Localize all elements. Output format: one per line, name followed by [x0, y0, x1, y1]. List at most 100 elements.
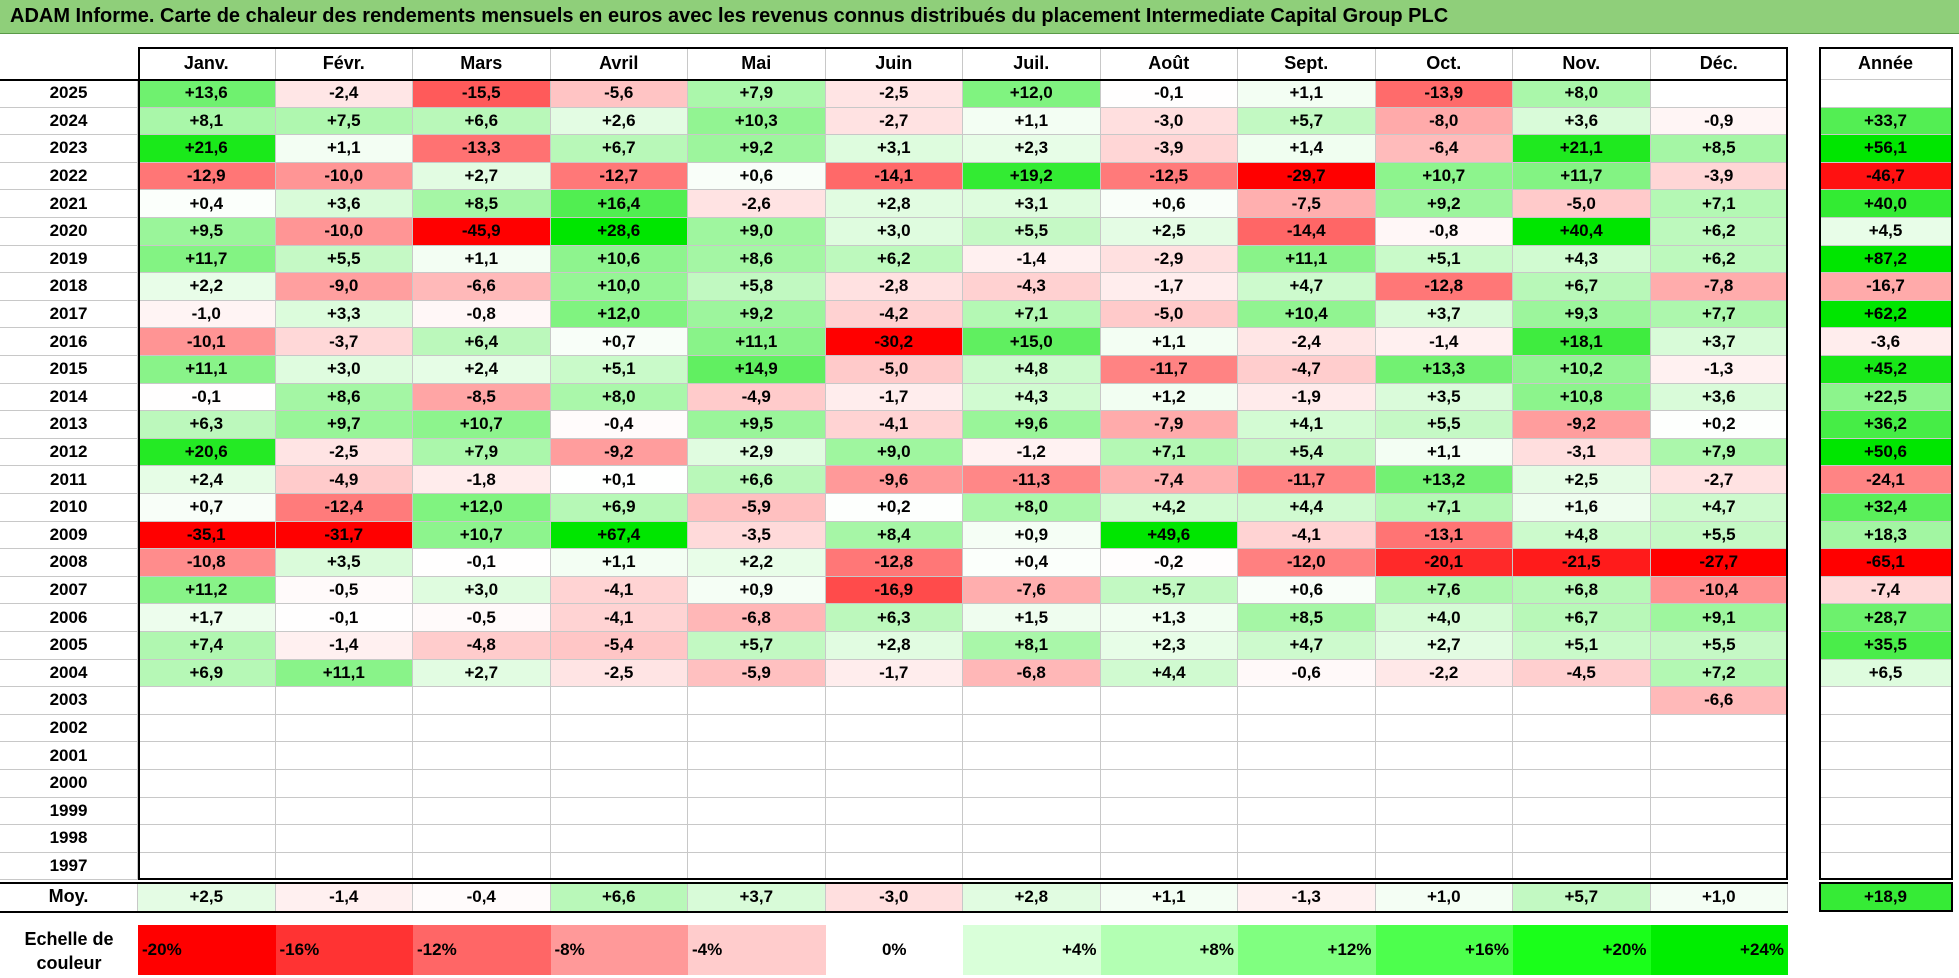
heatmap-cell: +8,4 — [825, 521, 963, 550]
heatmap-cell — [1238, 687, 1376, 715]
color-scale-swatch: 0% — [825, 925, 963, 975]
heatmap-cell: +9,1 — [1650, 604, 1788, 632]
heatmap-cell — [1513, 742, 1651, 770]
heatmap-cell: +10,7 — [413, 521, 551, 550]
year-label: 2022 — [0, 162, 138, 191]
heatmap-cell: +8,0 — [1513, 80, 1651, 108]
heatmap-cell — [1375, 852, 1513, 881]
month-header: Févr. — [275, 47, 413, 80]
heatmap-cell — [688, 825, 826, 853]
heatmap-cell: +5,1 — [550, 356, 688, 384]
heatmap-cell: -12,8 — [825, 549, 963, 577]
heatmap-cell — [963, 825, 1101, 853]
heatmap-cell: +6,6 — [413, 107, 551, 136]
heatmap-cell: -4,1 — [550, 604, 688, 632]
heatmap-cell: -1,7 — [825, 383, 963, 412]
heatmap-cell: +2,4 — [138, 466, 276, 494]
heatmap-cell: -2,6 — [688, 190, 826, 218]
heatmap-cell: +10,0 — [550, 273, 688, 301]
heatmap-cell: -7,8 — [1650, 273, 1788, 301]
heatmap-cell: +9,5 — [688, 411, 826, 439]
heatmap-cell: +1,6 — [1513, 494, 1651, 522]
heatmap-cell: +3,6 — [275, 190, 413, 218]
heatmap-cell: +13,6 — [138, 80, 276, 108]
heatmap-cell: +6,9 — [550, 494, 688, 522]
heatmap-cell: -0,1 — [138, 383, 276, 412]
heatmap-cell: +2,2 — [688, 549, 826, 577]
heatmap-cell: -3,0 — [1100, 107, 1238, 136]
heatmap-cell: +7,7 — [1650, 300, 1788, 329]
heatmap-cell: -3,9 — [1650, 162, 1788, 191]
heatmap-cell — [1650, 852, 1788, 881]
heatmap-cell — [550, 714, 688, 743]
heatmap-cell: -4,5 — [1513, 659, 1651, 688]
heatmap-cell: +49,6 — [1100, 521, 1238, 550]
month-header: Juil. — [963, 47, 1101, 80]
heatmap-cell: -0,9 — [1650, 107, 1788, 136]
heatmap-cell: -11,7 — [1100, 356, 1238, 384]
heatmap-cell: -5,0 — [1100, 300, 1238, 329]
heatmap-cell: +14,9 — [688, 356, 826, 384]
color-scale-swatch: +12% — [1238, 925, 1376, 975]
heatmap-cell: +8,5 — [1650, 135, 1788, 163]
annual-cell — [1819, 797, 1953, 826]
heatmap-cell: -2,5 — [550, 659, 688, 688]
heatmap-cell — [1650, 797, 1788, 826]
heatmap-cell — [1375, 714, 1513, 743]
heatmap-cell: +8,5 — [1238, 604, 1376, 632]
heatmap-cell — [825, 852, 963, 881]
heatmap-cell: -13,9 — [1375, 80, 1513, 108]
heatmap-cell: -6,4 — [1375, 135, 1513, 163]
heatmap-cell — [138, 852, 276, 881]
heatmap-cell: -12,9 — [138, 162, 276, 191]
year-label: 2014 — [0, 383, 138, 412]
heatmap-cell — [688, 797, 826, 826]
heatmap-cell: -4,7 — [1238, 356, 1376, 384]
heatmap-cell: +12,0 — [413, 494, 551, 522]
heatmap-cell: -7,4 — [1100, 466, 1238, 494]
heatmap-cell: -2,4 — [1238, 328, 1376, 356]
heatmap-cell: -4,9 — [688, 383, 826, 412]
color-scale-swatch: -16% — [275, 925, 413, 975]
annual-cell — [1819, 742, 1953, 770]
heatmap-cell — [963, 852, 1101, 881]
heatmap-cell — [1100, 852, 1238, 881]
heatmap-cell: +4,7 — [1650, 494, 1788, 522]
month-header: Oct. — [1375, 47, 1513, 80]
heatmap-cell — [413, 797, 551, 826]
heatmap-cell: -9,6 — [825, 466, 963, 494]
heatmap-cell: +0,9 — [688, 576, 826, 605]
heatmap-cell: +5,4 — [1238, 438, 1376, 467]
heatmap-cell: +3,1 — [825, 135, 963, 163]
heatmap-cell: -8,0 — [1375, 107, 1513, 136]
month-header: Avril — [550, 47, 688, 80]
heatmap-cell: -7,9 — [1100, 411, 1238, 439]
year-label: 2013 — [0, 411, 138, 439]
heatmap-cell: -2,5 — [275, 438, 413, 467]
heatmap-cell: +6,2 — [1650, 245, 1788, 274]
heatmap-cell: -2,2 — [1375, 659, 1513, 688]
heatmap-cell — [688, 770, 826, 798]
heatmap-cell: +7,9 — [1650, 438, 1788, 467]
year-label: 2019 — [0, 245, 138, 274]
annual-cell: -46,7 — [1819, 162, 1953, 191]
heatmap-cell: +9,2 — [688, 300, 826, 329]
annual-cell — [1819, 852, 1953, 881]
heatmap-cell: -2,5 — [825, 80, 963, 108]
heatmap-cell: +1,1 — [1100, 328, 1238, 356]
heatmap-cell — [825, 742, 963, 770]
heatmap-cell: +5,7 — [1100, 576, 1238, 605]
year-label: 1998 — [0, 825, 138, 853]
heatmap-cell: +11,7 — [138, 245, 276, 274]
heatmap-cell: +3,7 — [1375, 300, 1513, 329]
heatmap-cell: +3,1 — [963, 190, 1101, 218]
year-label: 1997 — [0, 852, 138, 881]
heatmap-cell — [1100, 714, 1238, 743]
heatmap-cell: -4,1 — [825, 411, 963, 439]
year-label: 2007 — [0, 576, 138, 605]
heatmap-cell: -12,7 — [550, 162, 688, 191]
heatmap-cell: +9,6 — [963, 411, 1101, 439]
heatmap-cell: -1,0 — [138, 300, 276, 329]
heatmap-cell: -1,4 — [963, 245, 1101, 274]
